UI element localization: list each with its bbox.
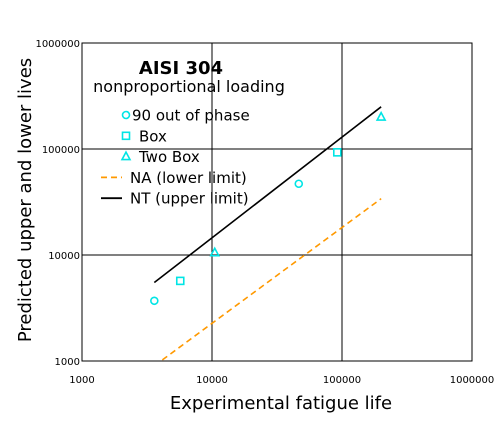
y-tick-labels: 1000 10000 100000 1000000 (35, 39, 80, 368)
y-axis-label: Predicted upper and lower lives (15, 58, 36, 342)
legend-marker-90-out-of-phase (121, 110, 131, 120)
y-tick-label: 1000 (55, 357, 80, 368)
plot-frame (81, 42, 473, 362)
data-point-two-box (209, 246, 221, 257)
x-tick-label: 10000 (196, 375, 228, 386)
y-tick-label: 10000 (48, 251, 80, 262)
series-line-na-lower-limit (159, 198, 382, 361)
grid-lines (82, 43, 472, 361)
legend-label-box: Box (139, 127, 167, 145)
series-lines (153, 106, 382, 361)
data-point-box (332, 148, 342, 157)
legend-label-nt-upper-limit: NT (upper limit) (130, 190, 249, 208)
series-markers (150, 110, 387, 306)
legend-marker-two-box (120, 150, 132, 161)
legend-marker-box (121, 131, 131, 141)
x-tick-label: 1000 (69, 375, 94, 386)
chart-title: AISI 304 (139, 58, 223, 79)
legend-label-two-box: Two Box (138, 148, 200, 166)
x-tick-label: 100000 (323, 375, 361, 386)
data-point-box (175, 276, 185, 286)
x-tick-label: 1000000 (450, 375, 495, 386)
legend-label-90-out-of-phase: 90 out of phase (132, 107, 250, 125)
legend: 90 out of phase Box Two Box NA (lower limit… (101, 107, 250, 208)
chart-subtitle: nonproportional loading (93, 77, 285, 96)
x-tick-labels: 1000 10000 100000 1000000 (69, 375, 494, 386)
data-point-90-out-of-phase (294, 179, 304, 189)
series-line-nt-upper-limit (153, 106, 382, 284)
y-tick-label: 100000 (42, 145, 80, 156)
y-tick-label: 1000000 (35, 39, 80, 50)
data-point-two-box (375, 110, 387, 121)
x-axis-label: Experimental fatigue life (170, 393, 392, 414)
legend-label-na-lower-limit: NA (lower limit) (130, 169, 247, 187)
data-point-90-out-of-phase (150, 296, 159, 306)
